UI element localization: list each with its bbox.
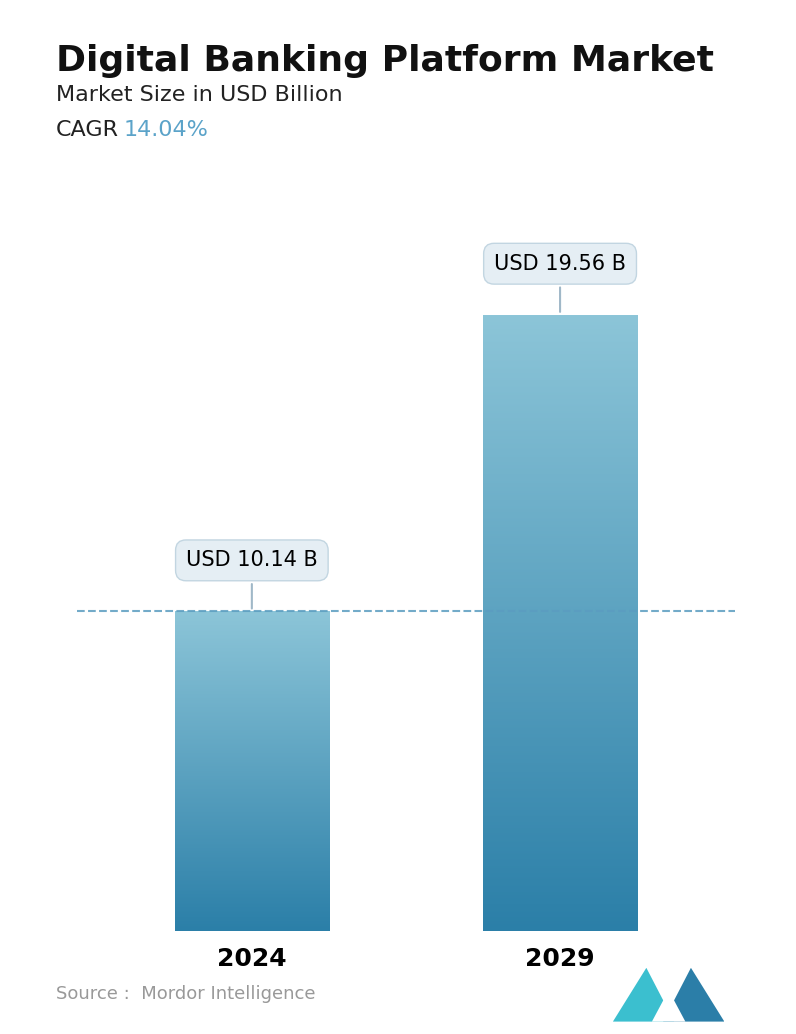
Text: Market Size in USD Billion: Market Size in USD Billion	[56, 85, 342, 104]
Text: USD 10.14 B: USD 10.14 B	[186, 550, 318, 609]
Polygon shape	[663, 968, 724, 1022]
Text: CAGR: CAGR	[56, 120, 119, 140]
Text: 14.04%: 14.04%	[123, 120, 209, 140]
Text: Source :  Mordor Intelligence: Source : Mordor Intelligence	[56, 985, 315, 1003]
Text: USD 19.56 B: USD 19.56 B	[494, 253, 626, 312]
Text: Digital Banking Platform Market: Digital Banking Platform Market	[56, 44, 714, 79]
Polygon shape	[613, 968, 674, 1022]
Polygon shape	[652, 991, 685, 1022]
